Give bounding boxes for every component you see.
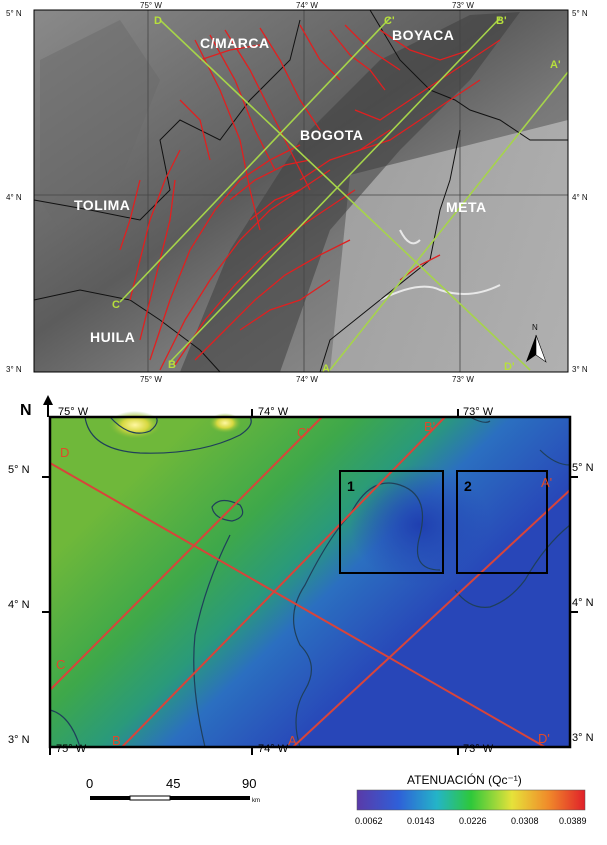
bottom-lat-4-left: 4° N xyxy=(8,599,30,611)
bottom-label-a-prime: A' xyxy=(541,475,552,490)
top-label-b: B xyxy=(168,359,176,371)
profile-a-bottom xyxy=(292,489,571,748)
top-frame xyxy=(33,9,569,373)
top-north-arrow: N xyxy=(526,323,547,363)
profile-a xyxy=(329,71,569,371)
relief-map-panel: A A' B B' C C' D D' C/MARCA BOYACA BOGOT… xyxy=(0,0,607,395)
attenuation-field xyxy=(50,417,570,747)
high-attenuation-spot-1 xyxy=(109,411,161,439)
top-lat-5-right: 5° N xyxy=(572,9,588,18)
attenuation-map-panel: 1 2 A A' B B' C C' D D' N 75° W 74° W 73… xyxy=(0,395,607,755)
top-lon-75-bottom: 75° W xyxy=(140,375,162,384)
bottom-lon-74-bottom: 74° W xyxy=(258,743,289,755)
scale-label-0: 0 xyxy=(86,776,93,791)
legend-tick-4: 0.0308 xyxy=(511,816,539,826)
bottom-lat-3-left: 3° N xyxy=(8,734,30,746)
top-label-c-prime: C' xyxy=(384,15,395,27)
profile-c-bottom xyxy=(49,416,323,691)
bottom-lon-73-bottom: 73° W xyxy=(463,743,494,755)
legend-tick-3: 0.0226 xyxy=(459,816,487,826)
bottom-lat-5-right: 5° N xyxy=(572,462,594,474)
region-bogota: BOGOTA xyxy=(300,127,363,143)
legend-colorbar xyxy=(356,789,586,811)
profile-b xyxy=(169,17,501,363)
legend-tick-2: 0.0143 xyxy=(407,816,435,826)
top-north-label: N xyxy=(532,323,538,332)
top-label-d: D xyxy=(154,15,162,27)
region-meta: META xyxy=(446,199,487,215)
fault-lines xyxy=(119,24,501,371)
study-box-1 xyxy=(339,470,444,574)
scale-seg-1 xyxy=(90,796,130,800)
top-lon-73-top: 73° W xyxy=(452,1,474,10)
profile-lines xyxy=(119,17,569,371)
river-trace xyxy=(379,284,501,301)
scale-bar: 0 45 90 km xyxy=(86,776,260,804)
top-lon-74-bottom: 74° W xyxy=(296,375,318,384)
bottom-label-b-prime: B' xyxy=(424,419,435,434)
region-boyaca: BOYACA xyxy=(392,27,454,43)
bottom-north-arrow: N xyxy=(20,395,53,419)
top-label-a-prime: A' xyxy=(550,59,561,71)
box-1-label: 1 xyxy=(347,478,355,494)
region-tolima: TOLIMA xyxy=(74,197,130,213)
legend-tick-5: 0.0389 xyxy=(559,816,587,826)
cordillera-shading xyxy=(180,12,520,372)
top-lon-75-top: 75° W xyxy=(140,1,162,10)
top-lat-3-left: 3° N xyxy=(6,365,22,374)
bottom-lat-3-right: 3° N xyxy=(572,732,594,744)
bottom-label-d: D xyxy=(60,445,69,460)
bottom-lon-75-top: 75° W xyxy=(58,406,89,418)
bottom-lat-5-left: 5° N xyxy=(8,464,30,476)
region-huila: HUILA xyxy=(90,329,135,345)
bottom-lon-75-bottom: 75° W xyxy=(56,743,87,755)
top-lat-3-right: 3° N xyxy=(572,365,588,374)
top-label-d-prime: D' xyxy=(504,361,515,373)
top-label-a: A xyxy=(322,363,330,375)
profile-d xyxy=(159,19,531,371)
scale-unit: km xyxy=(252,798,260,804)
top-label-b-prime: B' xyxy=(496,15,507,27)
legend-title: ATENUACIÓN (Qc⁻¹) xyxy=(407,772,522,787)
legend-panel: ATENUACIÓN (Qc⁻¹) 0.0062 0.0143 0.0226 0… xyxy=(355,772,595,832)
scale-seg-3 xyxy=(170,796,250,800)
top-lat-5-left: 5° N xyxy=(6,9,22,18)
top-lon-73-bottom: 73° W xyxy=(452,375,474,384)
study-box-2 xyxy=(456,470,548,574)
bottom-label-c: C xyxy=(56,657,65,672)
scale-seg-2 xyxy=(129,795,171,801)
western-relief xyxy=(40,20,160,230)
legend-tick-1: 0.0062 xyxy=(355,816,383,826)
relief-map: A A' B B' C C' D D' C/MARCA BOYACA BOGOT… xyxy=(6,1,588,384)
eastern-plains xyxy=(330,120,568,372)
box-2-label: 2 xyxy=(464,478,472,494)
scale-bar-panel: 0 45 90 km xyxy=(80,772,270,822)
top-label-c: C xyxy=(112,299,120,311)
top-lat-4-left: 4° N xyxy=(6,193,22,202)
bottom-lon-73-top: 73° W xyxy=(463,406,494,418)
bottom-label-a: A xyxy=(288,733,297,748)
attenuation-map: 1 2 A A' B B' C C' D D' N 75° W 74° W 73… xyxy=(8,395,594,755)
bottom-lat-4-right: 4° N xyxy=(572,597,594,609)
bottom-frame xyxy=(48,415,572,749)
scale-label-90: 90 xyxy=(242,776,256,791)
legend: ATENUACIÓN (Qc⁻¹) 0.0062 0.0143 0.0226 0… xyxy=(355,772,587,826)
bottom-north-label: N xyxy=(20,402,32,419)
bottom-label-b: B xyxy=(112,733,121,748)
top-lon-74-top: 74° W xyxy=(296,1,318,10)
top-lat-4-right: 4° N xyxy=(572,193,588,202)
bottom-lon-74-top: 74° W xyxy=(258,406,289,418)
low-attenuation-zone xyxy=(350,465,490,585)
profile-d-bottom xyxy=(49,462,546,748)
scale-label-45: 45 xyxy=(166,776,180,791)
bottom-tick-marks xyxy=(42,409,578,755)
region-cmarca: C/MARCA xyxy=(200,35,270,51)
bottom-label-d-prime: D' xyxy=(538,731,550,746)
profile-c xyxy=(119,17,391,303)
bottom-label-c-prime: C' xyxy=(297,425,309,440)
river-trace-2 xyxy=(399,229,421,245)
